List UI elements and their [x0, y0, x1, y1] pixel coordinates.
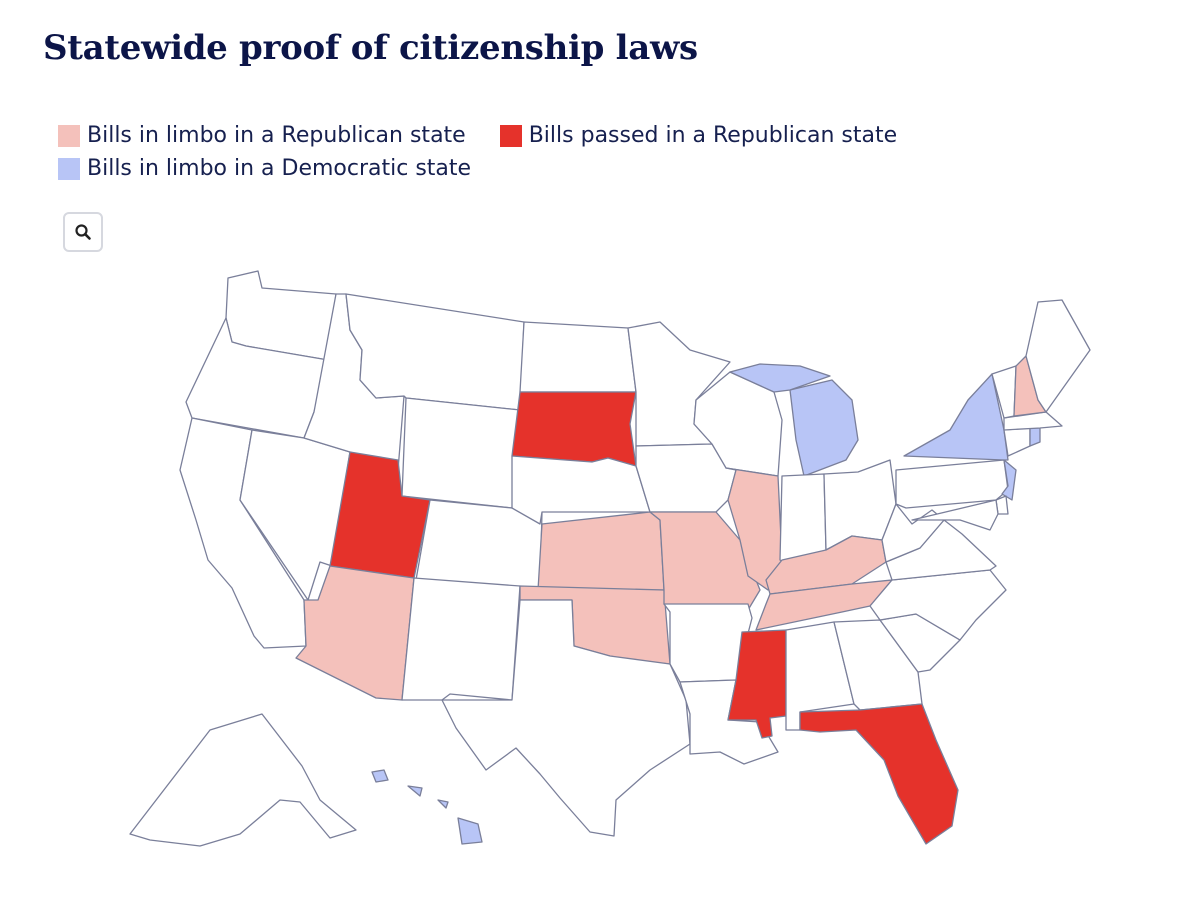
state-arizona[interactable] — [295, 565, 415, 701]
state-kansas[interactable] — [537, 511, 665, 591]
legend-swatch-limbo-democratic — [58, 157, 80, 180]
legend-label: Bills in limbo in a Republican state — [87, 123, 466, 148]
state-montana[interactable] — [345, 293, 525, 411]
state-tennessee[interactable] — [755, 579, 893, 631]
state-new-mexico[interactable] — [401, 577, 521, 701]
state-maine[interactable] — [1025, 299, 1091, 413]
state-maryland[interactable] — [911, 499, 999, 531]
state-hawaii-2[interactable] — [407, 785, 423, 797]
state-illinois[interactable] — [725, 467, 783, 591]
state-florida[interactable] — [799, 703, 959, 845]
map-title: Statewide proof of citizenship laws — [43, 28, 698, 68]
legend-item-passed-republican: Bills passed in a Republican state — [499, 122, 898, 149]
legend-item-limbo-democratic: Bills in limbo in a Democratic state — [58, 155, 964, 182]
state-north-dakota[interactable] — [519, 321, 637, 393]
legend-swatch-passed-republican — [499, 124, 522, 147]
legend: Bills in limbo in a Republican state Bil… — [58, 122, 998, 182]
legend-label: Bills in limbo in a Democratic state — [87, 156, 472, 181]
state-south-dakota[interactable] — [511, 391, 637, 467]
state-alaska[interactable] — [129, 713, 357, 847]
state-connecticut[interactable] — [1003, 427, 1031, 457]
search-icon — [75, 224, 91, 240]
state-hawaii-1[interactable] — [371, 769, 389, 783]
state-texas[interactable] — [441, 599, 691, 837]
state-wyoming[interactable] — [401, 397, 521, 509]
legend-swatch-limbo-republican — [58, 124, 80, 147]
state-michigan-up[interactable] — [729, 363, 831, 393]
state-new-york[interactable] — [903, 373, 1009, 461]
legend-label: Bills passed in a Republican state — [528, 123, 898, 148]
state-hawaii-4[interactable] — [457, 817, 483, 845]
state-new-jersey[interactable] — [1001, 459, 1017, 501]
zoom-button[interactable] — [63, 212, 103, 252]
state-north-carolina[interactable] — [869, 569, 1007, 641]
legend-item-limbo-republican: Bills in limbo in a Republican state — [58, 122, 466, 149]
state-rhode-island[interactable] — [1029, 427, 1041, 447]
state-hawaii-3[interactable] — [437, 799, 449, 809]
state-michigan[interactable] — [789, 379, 859, 477]
